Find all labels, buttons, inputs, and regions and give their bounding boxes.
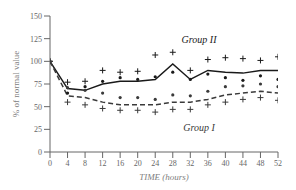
svg-text:32: 32 [186,159,194,168]
svg-text:48: 48 [256,159,264,168]
svg-text:25: 25 [34,125,42,134]
svg-text:44: 44 [239,159,247,168]
svg-text:0: 0 [48,159,52,168]
svg-text:Group II: Group II [182,34,218,45]
svg-text:52: 52 [274,159,282,168]
svg-text:4: 4 [66,159,70,168]
svg-text:24: 24 [151,159,159,168]
svg-text:40: 40 [221,159,229,168]
svg-text:50: 50 [34,103,42,112]
svg-text:Group I: Group I [183,122,215,133]
svg-text:150: 150 [30,12,42,21]
svg-text:8: 8 [83,159,87,168]
svg-text:16: 16 [116,159,124,168]
svg-text:125: 125 [30,35,42,44]
svg-text:75: 75 [34,80,42,89]
svg-text:TIME (hours): TIME (hours) [139,172,189,182]
svg-text:100: 100 [30,57,42,66]
svg-text:12: 12 [99,159,107,168]
svg-text:28: 28 [169,159,177,168]
svg-text:0: 0 [38,148,42,157]
svg-text:20: 20 [134,159,142,168]
svg-text:% of normal value: % of normal value [11,51,21,118]
svg-text:36: 36 [204,159,212,168]
